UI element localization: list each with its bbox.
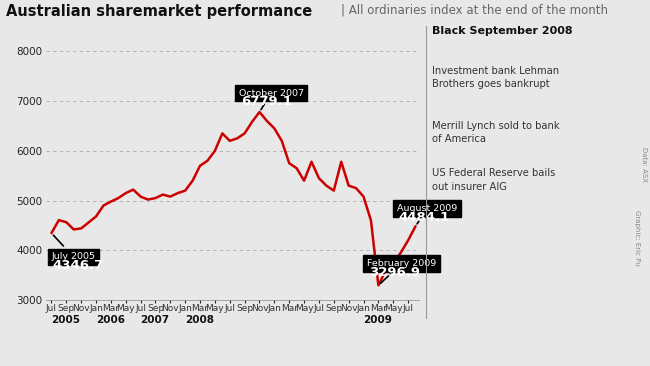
Text: Data: ASX: Data: ASX (641, 147, 647, 182)
Text: Graphic: Eric Pu: Graphic: Eric Pu (634, 210, 640, 266)
Text: July 2005: July 2005 (51, 235, 96, 261)
Text: Investment bank Lehman
Brothers goes bankrupt: Investment bank Lehman Brothers goes ban… (432, 66, 560, 89)
Text: | All ordinaries index at the end of the month: | All ordinaries index at the end of the… (341, 4, 608, 17)
Text: 3296.9: 3296.9 (369, 265, 420, 279)
Text: February 2009: February 2009 (367, 259, 437, 283)
Text: 2007: 2007 (140, 315, 170, 325)
Text: 4346.7: 4346.7 (53, 259, 104, 272)
Text: October 2007: October 2007 (239, 89, 304, 110)
Text: Australian sharemarket performance: Australian sharemarket performance (6, 4, 313, 19)
Text: US Federal Reserve bails
out insurer AIG: US Federal Reserve bails out insurer AIG (432, 168, 556, 191)
Text: 2009: 2009 (363, 315, 393, 325)
Text: 2008: 2008 (185, 315, 214, 325)
Text: 4484.1: 4484.1 (398, 211, 450, 224)
Text: 2006: 2006 (96, 315, 125, 325)
Text: 6779.1: 6779.1 (241, 95, 292, 108)
Text: 2005: 2005 (51, 315, 81, 325)
Text: August 2009: August 2009 (397, 204, 457, 224)
Text: Merrill Lynch sold to bank
of America: Merrill Lynch sold to bank of America (432, 121, 560, 144)
Text: Black September 2008: Black September 2008 (432, 26, 573, 36)
